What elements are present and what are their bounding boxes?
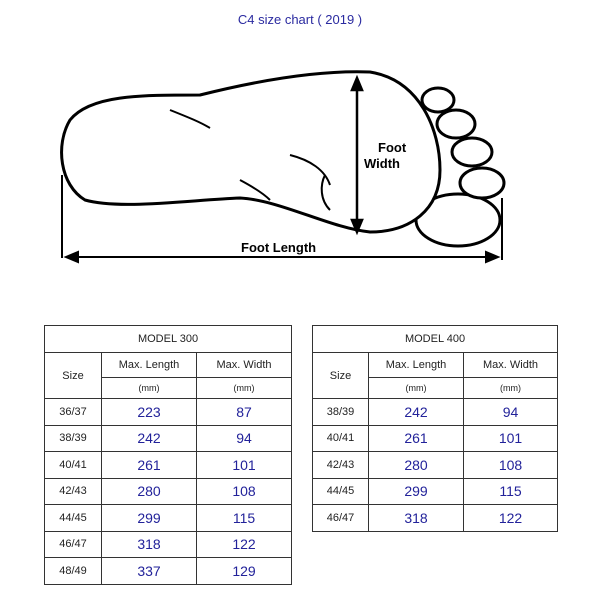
toe-4 [435, 108, 477, 140]
size-cell: 40/41 [44, 451, 102, 479]
toe-5 [420, 86, 456, 114]
foot-width-label-1: Foot [378, 140, 407, 155]
foot-width-label-2: Width [364, 156, 400, 171]
length-cell: 280 [368, 451, 464, 479]
length-cell: 242 [101, 424, 197, 452]
width-cell: 94 [463, 398, 558, 426]
width-cell: 122 [196, 530, 292, 558]
toe-2 [458, 166, 506, 200]
length-cell: 223 [101, 398, 197, 426]
width-unit: (mm) [463, 377, 558, 399]
size-cell: 38/39 [44, 424, 102, 452]
length-cell: 299 [101, 504, 197, 532]
length-cell: 261 [368, 424, 464, 452]
length-unit: (mm) [368, 377, 464, 399]
length-cell: 318 [101, 530, 197, 558]
size-header: Size [44, 352, 102, 399]
model-300-table: MODEL 300 Size Max. Length Max. Width (mm)… [44, 325, 292, 585]
width-header: Max. Width [463, 352, 558, 378]
width-cell: 129 [196, 557, 292, 585]
width-cell: 94 [196, 424, 292, 452]
table-row: 44/45 299 115 [312, 477, 558, 505]
width-cell: 122 [463, 504, 558, 532]
table-row: 48/49 337 129 [44, 557, 292, 585]
width-cell: 115 [463, 477, 558, 505]
width-cell: 108 [463, 451, 558, 479]
size-cell: 40/41 [312, 424, 369, 452]
width-cell: 101 [196, 451, 292, 479]
chart-title: C4 size chart ( 2019 ) [237, 12, 363, 27]
table-row: 42/43 280 108 [312, 451, 558, 479]
size-cell: 42/43 [312, 451, 369, 479]
size-header: Size [312, 352, 369, 399]
table-row: 38/39 242 94 [312, 398, 558, 426]
foot-outline [60, 70, 442, 234]
length-cell: 261 [101, 451, 197, 479]
length-header: Max. Length [101, 352, 197, 378]
size-cell: 48/49 [44, 557, 102, 585]
length-cell: 242 [368, 398, 464, 426]
size-cell: 44/45 [312, 477, 369, 505]
length-cell: 299 [368, 477, 464, 505]
table-row: 40/41 261 101 [312, 424, 558, 452]
size-cell: 44/45 [44, 504, 102, 532]
table-row: 42/43 280 108 [44, 477, 292, 505]
width-cell: 87 [196, 398, 292, 426]
width-arrow [350, 74, 364, 236]
size-cell: 46/47 [312, 504, 369, 532]
length-cell: 337 [101, 557, 197, 585]
length-header: Max. Length [368, 352, 464, 378]
model-400-table: MODEL 400 Size Max. Length Max. Width (mm)… [312, 325, 558, 532]
model-header: MODEL 300 [44, 325, 292, 353]
table-row: 44/45 299 115 [44, 504, 292, 532]
table-row: 46/47 318 122 [44, 530, 292, 558]
size-cell: 42/43 [44, 477, 102, 505]
model-header: MODEL 400 [312, 325, 558, 353]
width-cell: 101 [463, 424, 558, 452]
width-unit: (mm) [196, 377, 292, 399]
length-arrow [61, 175, 503, 264]
size-cell: 38/39 [312, 398, 369, 426]
table-row: 46/47 318 122 [312, 504, 558, 532]
table-row: 40/41 261 101 [44, 451, 292, 479]
foot-sole-illustration: Foot Width Foot Length [60, 70, 506, 264]
length-cell: 280 [101, 477, 197, 505]
foot-length-label: Foot Length [241, 240, 316, 255]
width-header: Max. Width [196, 352, 292, 378]
width-cell: 115 [196, 504, 292, 532]
table-row: 36/37 223 87 [44, 398, 292, 426]
table-row: 38/39 242 94 [44, 424, 292, 452]
width-cell: 108 [196, 477, 292, 505]
length-unit: (mm) [101, 377, 197, 399]
toe-3 [450, 136, 494, 168]
length-cell: 318 [368, 504, 464, 532]
size-cell: 36/37 [44, 398, 102, 426]
size-cell: 46/47 [44, 530, 102, 558]
